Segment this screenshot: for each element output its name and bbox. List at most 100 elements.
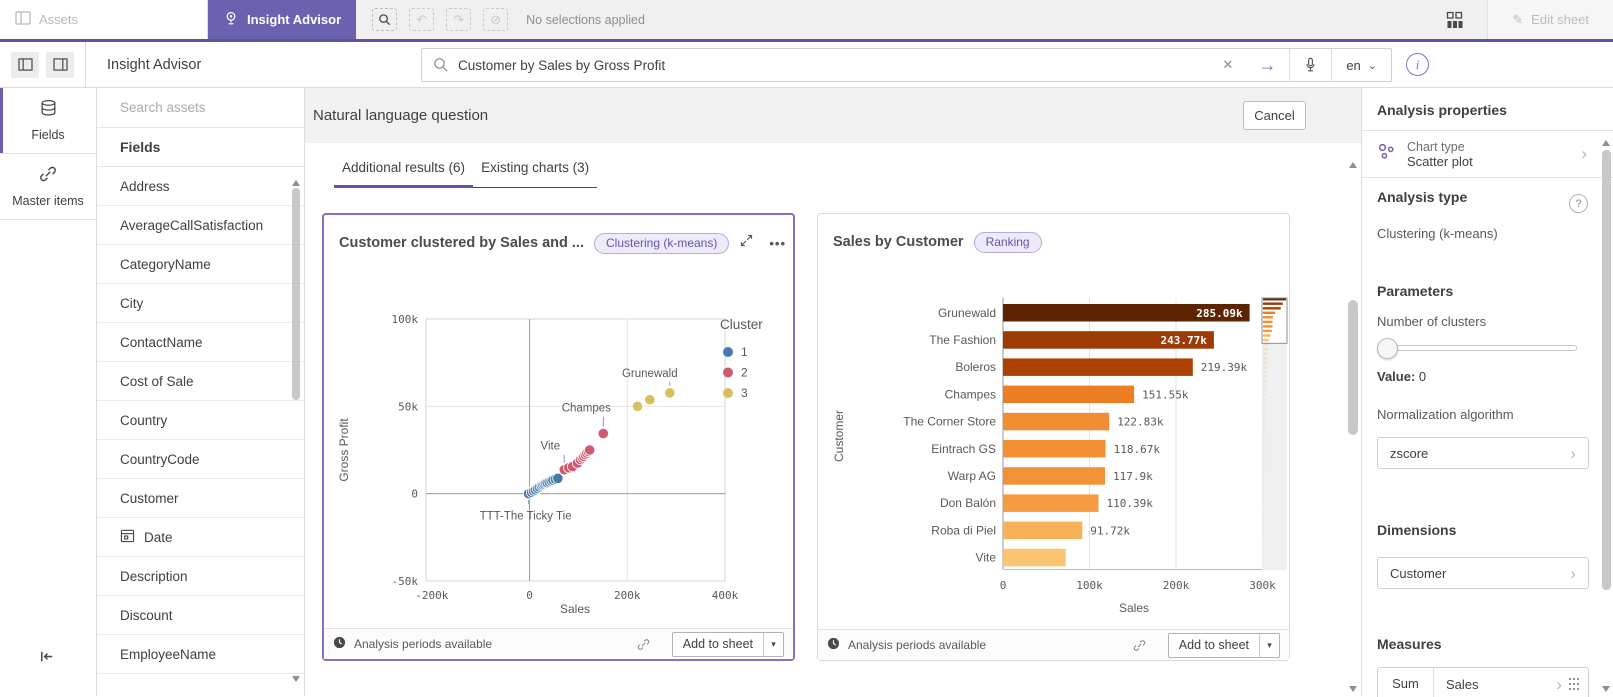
scatter-chart-card[interactable]: Customer clustered by Sales and ... Clus… <box>322 213 795 661</box>
drag-handle-icon[interactable] <box>1568 677 1580 691</box>
add-to-sheet-caret-icon[interactable]: ▾ <box>763 632 783 656</box>
scatter-point[interactable] <box>584 444 596 456</box>
field-item-contactname[interactable]: ContactName <box>97 323 304 362</box>
scrollbar-thumb[interactable] <box>1348 300 1358 435</box>
field-item-employeename[interactable]: EmployeeName <box>97 635 304 674</box>
info-icon[interactable]: i <box>1406 53 1429 76</box>
tab-insight-advisor-label: Insight Advisor <box>247 12 342 27</box>
bar[interactable] <box>1003 358 1193 376</box>
clear-selections-icon[interactable]: ⊘ <box>483 8 509 31</box>
bar[interactable] <box>1003 467 1105 485</box>
edit-sheet-button[interactable]: ✎ Edit sheet <box>1487 0 1613 39</box>
tab-assets[interactable]: Assets <box>0 0 208 39</box>
bar[interactable] <box>1003 412 1110 431</box>
slider-handle[interactable] <box>1377 338 1398 359</box>
language-dropdown[interactable]: en ⌄ <box>1332 58 1391 73</box>
slider-track[interactable] <box>1377 345 1577 351</box>
scroll-down-icon[interactable] <box>1349 686 1357 692</box>
field-item-cost-of-sale[interactable]: Cost of Sale <box>97 362 304 401</box>
redo-selection-icon[interactable]: ↷ <box>446 8 472 31</box>
normalization-select[interactable]: zscore › <box>1377 437 1589 469</box>
scatter-point[interactable] <box>597 428 609 440</box>
value-label: Value: <box>1377 369 1416 384</box>
main-scrollbar[interactable] <box>1345 88 1361 696</box>
search-input[interactable] <box>458 57 1211 73</box>
assets-scrollbar[interactable] <box>291 88 301 696</box>
field-item-countrycode[interactable]: CountryCode <box>97 440 304 479</box>
scroll-up-icon[interactable] <box>1602 140 1610 146</box>
bar[interactable] <box>1003 548 1066 567</box>
add-to-sheet-label: Add to sheet <box>682 637 753 651</box>
microphone-icon[interactable] <box>1290 56 1331 74</box>
smart-search-icon[interactable] <box>372 8 398 31</box>
field-item-address[interactable]: Address <box>97 167 304 206</box>
bar-minimap[interactable] <box>1261 297 1288 570</box>
scatter-point[interactable] <box>552 472 564 484</box>
page-title: Insight Advisor <box>107 56 202 73</box>
clusters-slider[interactable] <box>1377 338 1577 359</box>
search-assets-input[interactable] <box>120 100 290 115</box>
scrollbar-thumb[interactable] <box>1602 150 1611 590</box>
collapse-panel-icon[interactable] <box>38 648 55 670</box>
bar[interactable] <box>1003 440 1106 458</box>
cancel-button[interactable]: Cancel <box>1243 101 1306 130</box>
x-tick: 200k <box>1163 579 1190 592</box>
field-item-date[interactable]: Date <box>97 518 304 557</box>
expand-icon[interactable] <box>739 233 754 253</box>
bar-chart[interactable]: 0 100k 200k 300k Grunewald 285.09k The Fashion… <box>818 258 1289 631</box>
bar[interactable] <box>1003 521 1083 540</box>
add-to-sheet-button[interactable]: Add to sheet ▾ <box>671 631 784 657</box>
scroll-up-icon[interactable] <box>1349 162 1357 168</box>
toggle-left-panel-button[interactable] <box>11 51 39 78</box>
tab-additional-results[interactable]: Additional results (6) <box>334 160 474 188</box>
legend-item: 3 <box>741 386 748 400</box>
minimap-viewport[interactable] <box>1261 297 1288 344</box>
scroll-up-icon[interactable] <box>292 180 300 186</box>
bar[interactable] <box>1003 494 1099 512</box>
field-item-discount[interactable]: Discount <box>97 596 304 635</box>
field-item-description[interactable]: Description <box>97 557 304 596</box>
bar[interactable] <box>1003 385 1135 404</box>
bar[interactable] <box>1003 331 1214 349</box>
point-label: Grunewald <box>622 368 678 380</box>
scatter-chart[interactable]: 100k 50k 0 -50k-200k 0 200k 400k Sales Gross Pro… <box>324 259 793 632</box>
help-icon[interactable]: ? <box>1569 194 1588 213</box>
field-item-customer[interactable]: Customer <box>97 479 304 518</box>
add-to-sheet-caret-icon[interactable]: ▾ <box>1259 633 1279 657</box>
more-options-icon[interactable]: ••• <box>769 235 787 251</box>
scroll-down-icon[interactable] <box>292 676 300 682</box>
bar-chart-card[interactable]: Sales by Customer Ranking 0 100k 200k 300k G… <box>817 213 1290 661</box>
measure-aggregation[interactable]: Sum <box>1378 668 1434 697</box>
undo-selection-icon[interactable]: ↶ <box>409 8 435 31</box>
tab-existing-charts[interactable]: Existing charts (3) <box>473 160 598 188</box>
scrollbar-thumb[interactable] <box>292 188 300 400</box>
scatter-point[interactable] <box>631 400 644 412</box>
measure-row[interactable]: Sum Sales › <box>1377 667 1589 697</box>
field-item-city[interactable]: City <box>97 284 304 323</box>
chart-type-row[interactable]: Chart type Scatter plot › <box>1362 131 1613 178</box>
bar-category-label: Don Balón <box>940 496 996 510</box>
field-item-categoryname[interactable]: CategoryName <box>97 245 304 284</box>
bar-category-label: Grunewald <box>938 306 996 320</box>
clear-search-icon[interactable]: ✕ <box>1222 57 1234 72</box>
y-tick: -50k <box>392 575 419 588</box>
panel-scrollbar[interactable] <box>1600 88 1612 696</box>
sheet-navigation-icon[interactable] <box>1424 0 1487 39</box>
toggle-right-panel-button[interactable] <box>46 51 74 78</box>
tab-assets-label: Assets <box>39 12 79 27</box>
scatter-point[interactable] <box>664 387 676 399</box>
scroll-down-icon[interactable] <box>1602 686 1610 692</box>
sidebar-item-master-items[interactable]: Master items <box>0 154 96 220</box>
tab-insight-advisor[interactable]: Insight Advisor <box>208 0 357 39</box>
submit-search-icon[interactable]: → <box>1258 55 1277 75</box>
search-divider <box>1289 48 1291 82</box>
link-chart-icon[interactable] <box>637 638 650 651</box>
bar[interactable] <box>1003 304 1250 322</box>
field-item-averagecallsatisfaction[interactable]: AverageCallSatisfaction <box>97 206 304 245</box>
dimension-select[interactable]: Customer › <box>1377 557 1589 589</box>
scatter-point[interactable] <box>644 394 656 406</box>
field-item-country[interactable]: Country <box>97 401 304 440</box>
link-chart-icon[interactable] <box>1133 639 1146 652</box>
sidebar-item-fields[interactable]: Fields <box>0 88 96 154</box>
add-to-sheet-button[interactable]: Add to sheet ▾ <box>1167 632 1280 658</box>
